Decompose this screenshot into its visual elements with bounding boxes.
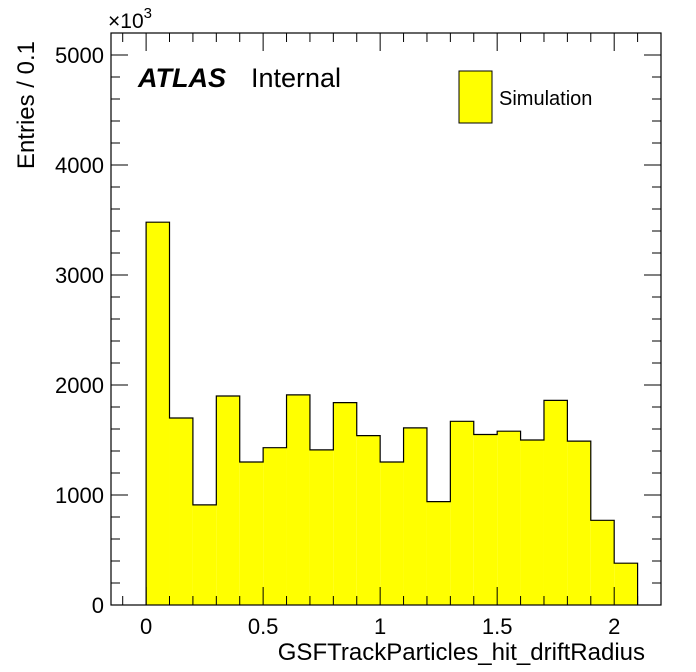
y-multiplier-exponent: 3	[144, 5, 152, 22]
histogram-outline	[145, 221, 639, 605]
histogram-bars	[145, 221, 639, 605]
x-tick-label: 0	[140, 614, 152, 639]
y-tick-label: 0	[92, 593, 104, 618]
histogram-bar	[380, 462, 404, 605]
y-multiplier-base: ×10	[108, 10, 144, 33]
x-tick-label: 1	[374, 614, 386, 639]
histogram-bar	[216, 396, 240, 605]
axis-tick-labels: 0 0.5 1 1.5 2 0 1000 2000 3000 4000 5000	[55, 43, 620, 639]
legend-swatch	[458, 70, 493, 124]
internal-label: Internal	[251, 63, 341, 93]
x-tick-label: 0.5	[248, 614, 279, 639]
legend-entry-simulation: Simulation	[499, 88, 592, 110]
axis-ticks	[111, 32, 662, 606]
histogram-bar	[403, 427, 427, 605]
histogram-bar	[309, 449, 334, 605]
y-axis-title: Entries / 0.1	[13, 41, 40, 169]
y-tick-label: 3000	[55, 263, 104, 288]
atlas-label: ATLAS	[137, 63, 226, 93]
x-tick-label: 1.5	[482, 614, 513, 639]
histogram-bar	[333, 402, 357, 605]
histogram-bar	[520, 440, 544, 605]
histogram-bar	[169, 418, 193, 605]
histogram-bar	[497, 431, 521, 605]
histogram-bar	[192, 504, 217, 605]
histogram-bar	[473, 434, 498, 605]
x-tick-label: 2	[608, 614, 620, 639]
histogram-bar	[239, 462, 264, 605]
y-tick-label: 2000	[55, 373, 104, 398]
y-multiplier-label: ×103	[108, 5, 152, 33]
x-axis-title: GSFTrackParticles_hit_driftRadius	[278, 639, 645, 666]
legend: Simulation	[458, 70, 592, 124]
y-tick-label: 4000	[55, 153, 104, 178]
histogram-bar	[263, 447, 287, 605]
histogram-bar	[614, 563, 638, 605]
histogram-bar	[450, 421, 474, 605]
y-tick-label: 1000	[55, 483, 104, 508]
histogram-bar	[146, 222, 170, 605]
histogram-bar	[426, 501, 451, 605]
histogram-bar	[567, 441, 591, 605]
y-tick-label: 5000	[55, 43, 104, 68]
histogram-bar	[286, 394, 310, 605]
histogram-bar	[590, 520, 615, 605]
histogram-bar	[356, 435, 381, 605]
histogram-bar	[543, 400, 568, 605]
